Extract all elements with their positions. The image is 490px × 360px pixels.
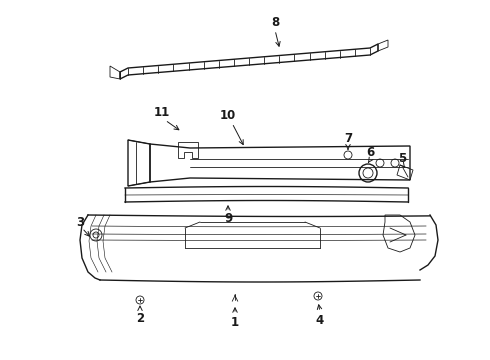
Text: 6: 6 (366, 145, 374, 158)
Text: 7: 7 (344, 131, 352, 144)
Text: 9: 9 (224, 212, 232, 225)
Text: 1: 1 (231, 315, 239, 328)
Text: 11: 11 (154, 105, 170, 118)
Text: 3: 3 (76, 216, 84, 229)
Text: 5: 5 (398, 152, 406, 165)
Text: 2: 2 (136, 311, 144, 324)
Text: 4: 4 (316, 314, 324, 327)
Text: 8: 8 (271, 15, 279, 28)
Text: 10: 10 (220, 108, 236, 122)
